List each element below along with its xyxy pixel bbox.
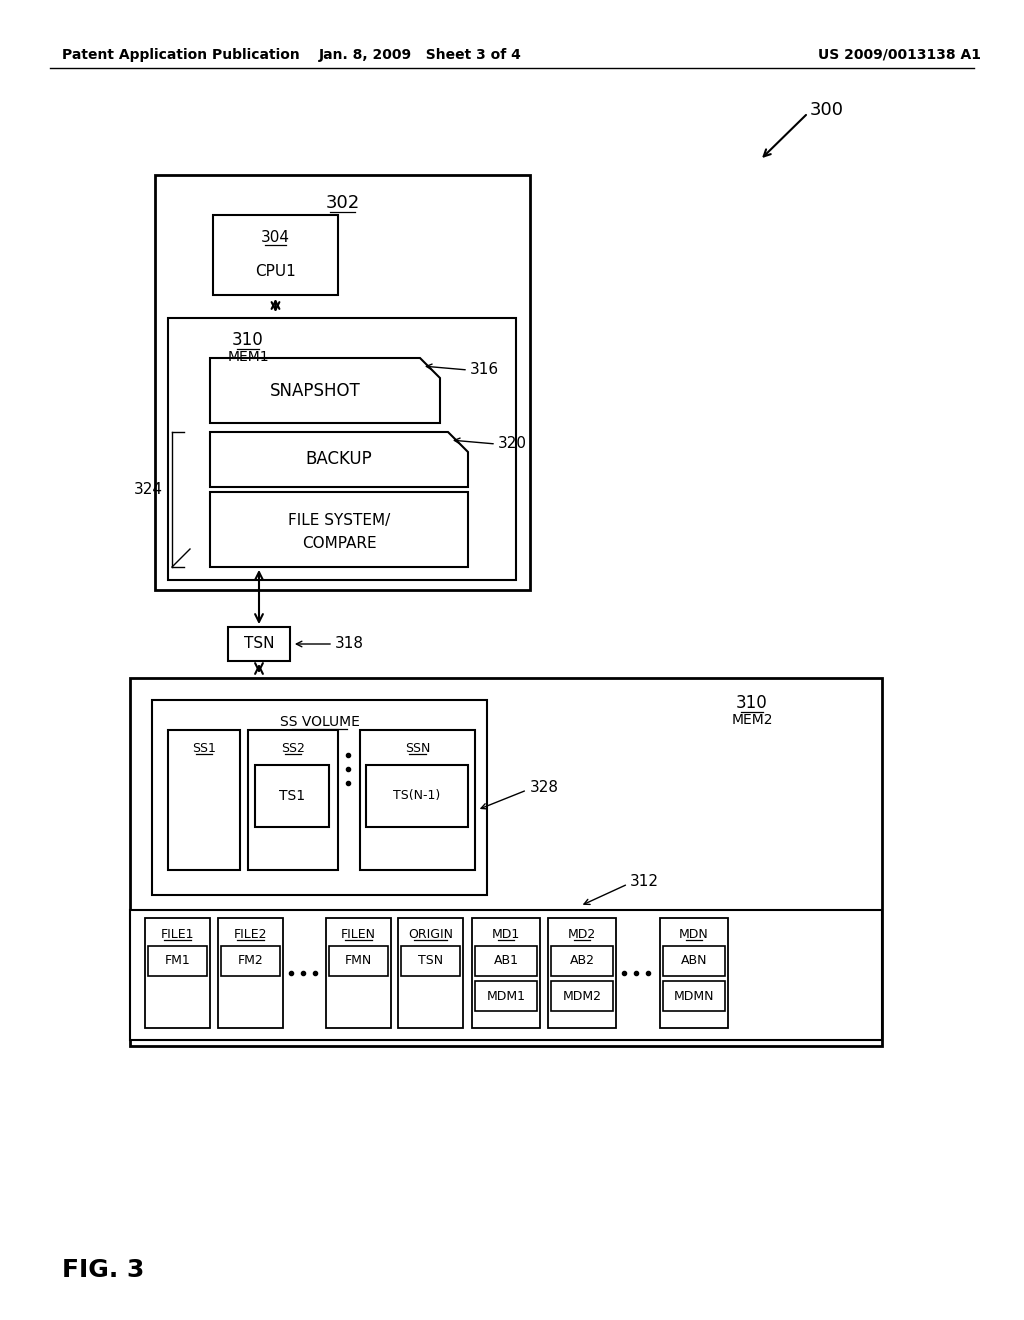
Text: TSN: TSN <box>418 954 443 968</box>
Bar <box>326 917 391 1028</box>
Bar <box>255 766 329 828</box>
Text: MDN: MDN <box>679 928 709 940</box>
Text: SSN: SSN <box>404 742 430 755</box>
Text: COMPARE: COMPARE <box>302 536 376 552</box>
Bar <box>248 730 338 870</box>
Bar <box>551 946 613 975</box>
Bar <box>663 946 725 975</box>
Text: 328: 328 <box>530 780 559 796</box>
Text: MD1: MD1 <box>492 928 520 940</box>
Text: SS VOLUME: SS VOLUME <box>280 715 359 729</box>
Bar <box>663 981 725 1011</box>
Bar <box>401 946 460 975</box>
Bar <box>221 946 280 975</box>
Bar <box>475 981 537 1011</box>
Text: AB1: AB1 <box>494 954 518 968</box>
Text: FMN: FMN <box>345 954 372 968</box>
Text: FILE SYSTEM/: FILE SYSTEM/ <box>288 512 390 528</box>
Bar <box>218 917 283 1028</box>
Text: 320: 320 <box>498 437 527 451</box>
Bar <box>475 946 537 975</box>
Text: FIG. 3: FIG. 3 <box>62 1258 144 1282</box>
Text: Jan. 8, 2009   Sheet 3 of 4: Jan. 8, 2009 Sheet 3 of 4 <box>318 48 521 62</box>
Text: MEM2: MEM2 <box>731 713 773 727</box>
Text: TS1: TS1 <box>279 789 305 803</box>
Text: Patent Application Publication: Patent Application Publication <box>62 48 300 62</box>
Text: BACKUP: BACKUP <box>305 450 373 469</box>
Bar <box>145 917 210 1028</box>
Bar <box>210 492 468 568</box>
Text: SS2: SS2 <box>281 742 305 755</box>
Bar <box>548 917 616 1028</box>
Text: MDMN: MDMN <box>674 990 715 1002</box>
Text: MDM2: MDM2 <box>562 990 601 1002</box>
Bar <box>472 917 540 1028</box>
Text: SNAPSHOT: SNAPSHOT <box>269 381 360 400</box>
Text: FM1: FM1 <box>165 954 190 968</box>
Text: 312: 312 <box>630 874 659 890</box>
Bar <box>213 215 338 294</box>
Text: SS1: SS1 <box>193 742 216 755</box>
Polygon shape <box>210 358 440 422</box>
Text: 324: 324 <box>134 482 163 498</box>
Bar <box>360 730 475 870</box>
Text: TS(N-1): TS(N-1) <box>393 789 440 803</box>
Text: CPU1: CPU1 <box>255 264 296 280</box>
Text: FILE1: FILE1 <box>161 928 195 940</box>
Text: ORIGIN: ORIGIN <box>408 928 453 940</box>
Text: MD2: MD2 <box>568 928 596 940</box>
Text: US 2009/0013138 A1: US 2009/0013138 A1 <box>818 48 981 62</box>
Text: TSN: TSN <box>244 636 274 652</box>
Bar <box>329 946 388 975</box>
Text: ABN: ABN <box>681 954 708 968</box>
Bar <box>660 917 728 1028</box>
Bar <box>130 909 882 1040</box>
Bar <box>152 700 487 895</box>
Text: MEM1: MEM1 <box>227 350 269 364</box>
Text: AB2: AB2 <box>569 954 595 968</box>
Text: 316: 316 <box>470 363 499 378</box>
Bar <box>130 678 882 1045</box>
Text: 310: 310 <box>736 694 768 711</box>
Bar <box>228 627 290 661</box>
Bar <box>168 730 240 870</box>
Bar <box>148 946 207 975</box>
Text: 300: 300 <box>810 102 844 119</box>
Polygon shape <box>210 432 468 487</box>
Bar <box>155 176 530 590</box>
Text: 304: 304 <box>261 230 290 244</box>
Bar <box>398 917 463 1028</box>
Text: 310: 310 <box>232 331 264 348</box>
Text: FILEN: FILEN <box>341 928 376 940</box>
Text: FM2: FM2 <box>238 954 263 968</box>
Bar <box>366 766 468 828</box>
Text: 318: 318 <box>335 636 364 652</box>
Text: FILE2: FILE2 <box>233 928 267 940</box>
Text: MDM1: MDM1 <box>486 990 525 1002</box>
Bar <box>551 981 613 1011</box>
Text: 302: 302 <box>326 194 359 213</box>
Bar <box>168 318 516 579</box>
